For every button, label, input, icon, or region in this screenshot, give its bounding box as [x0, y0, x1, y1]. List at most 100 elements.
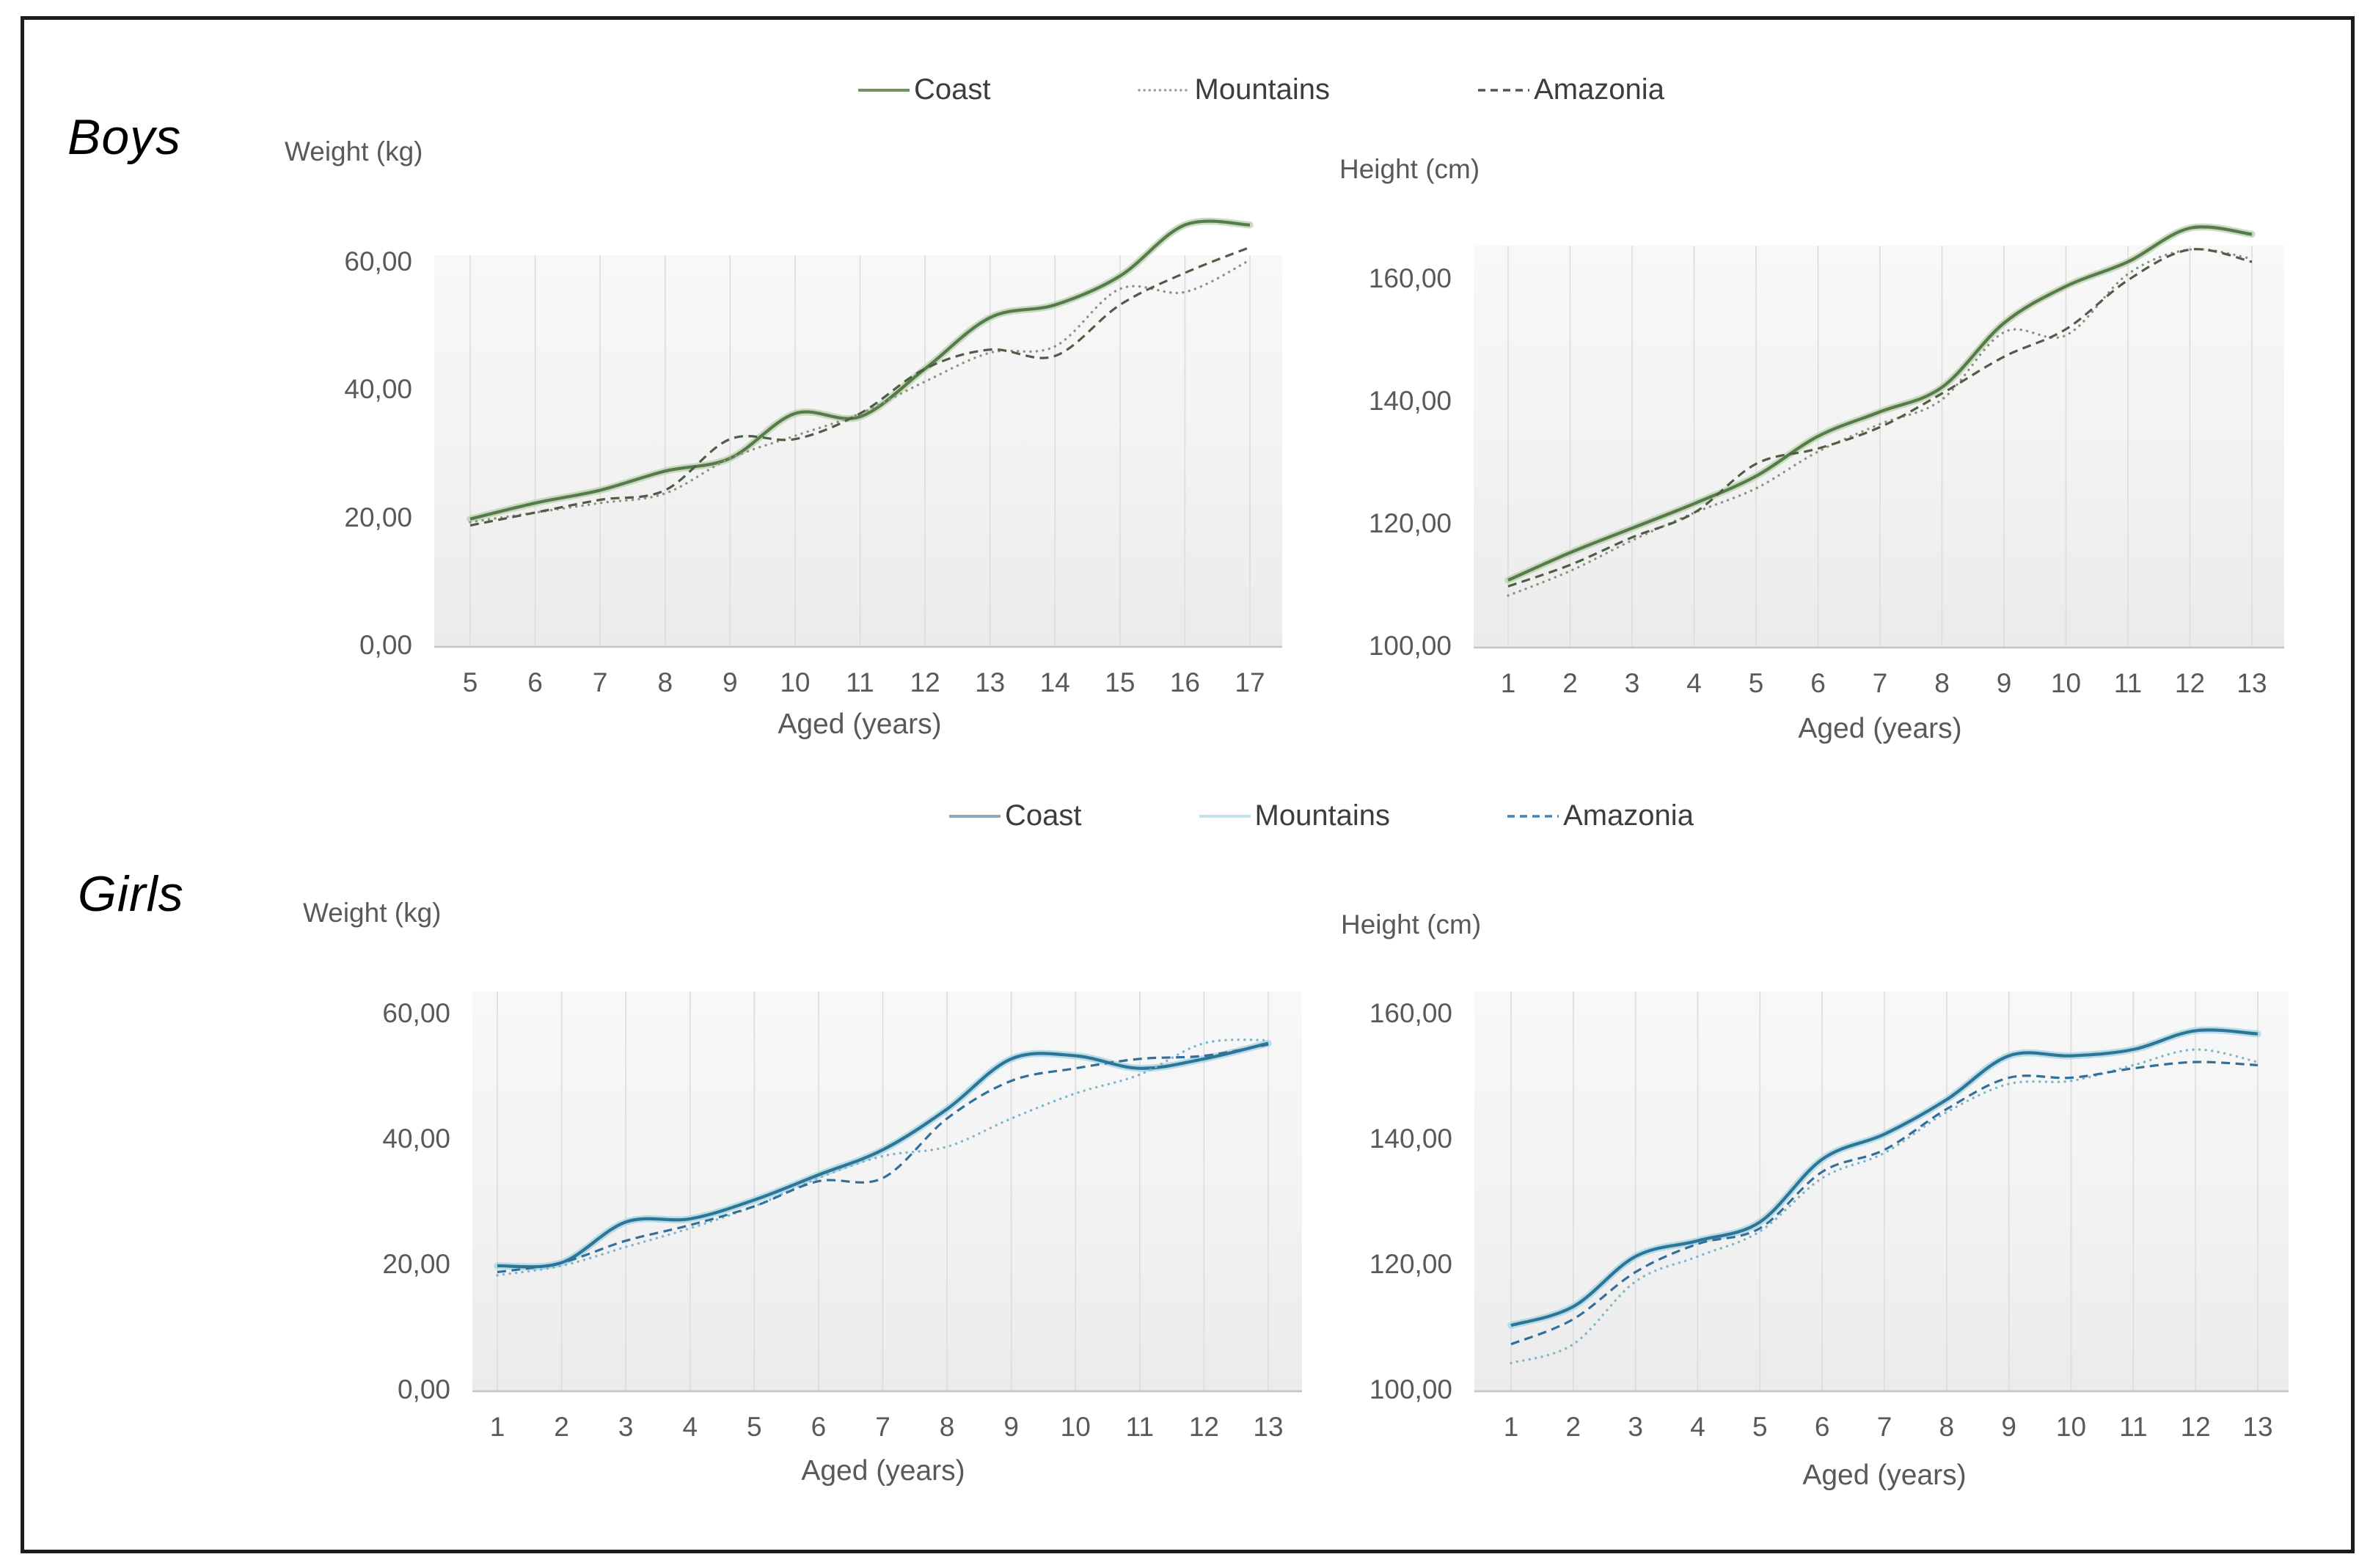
series-line-girls-weight-coast [497, 1041, 1269, 1269]
chart-girls-height [1474, 992, 2289, 1393]
x-tick-label-boys-height: 8 [1934, 668, 1950, 698]
y-tick-label-girls-height: 160,00 [1369, 998, 1452, 1028]
series-line-girls-height-mountains [1510, 1048, 2259, 1365]
x-tick-label-girls-height: 12 [2180, 1412, 2211, 1442]
legend-item-coast: Coast [857, 73, 991, 106]
x-tick-label-girls-weight: 10 [1060, 1412, 1091, 1442]
x-tick-label-girls-height: 6 [1814, 1412, 1830, 1442]
x-tick-label-girls-weight: 2 [554, 1412, 569, 1442]
y-tick-label-boys-height: 120,00 [1368, 508, 1452, 538]
legend-item-amazonia: Amazonia [1477, 73, 1664, 106]
series-line-boys-weight-amazonia [469, 246, 1251, 527]
legend-label: Amazonia [1534, 73, 1664, 106]
x-tick-label-boys-height: 6 [1810, 668, 1826, 698]
y-tick-label-boys-height: 140,00 [1368, 386, 1452, 416]
x-tick-label-girls-height: 1 [1503, 1412, 1519, 1442]
x-tick-label-boys-height: 1 [1500, 668, 1516, 698]
y-tick-label-girls-weight: 60,00 [382, 998, 450, 1028]
legend-swatch-dotted [1199, 814, 1251, 818]
series-line-boys-weight-mountains [469, 258, 1251, 524]
chart-girls-weight [472, 992, 1302, 1393]
y-tick-label-boys-weight: 0,00 [359, 630, 412, 660]
x-tick-label-girls-height: 2 [1565, 1412, 1581, 1442]
x-tick-label-boys-weight: 13 [975, 667, 1006, 697]
x-tick-label-boys-weight: 14 [1039, 667, 1070, 697]
x-axis-label-boys-weight: Aged (years) [778, 708, 942, 740]
x-tick-label-boys-weight: 9 [723, 667, 738, 697]
legend-swatch-dashed [1478, 88, 1530, 92]
x-tick-label-girls-weight: 3 [618, 1412, 634, 1442]
x-tick-label-girls-weight: 8 [939, 1412, 955, 1442]
series-line-girls-weight-amazonia [497, 1043, 1269, 1274]
y-tick-label-boys-height: 100,00 [1368, 631, 1452, 661]
x-tick-label-boys-height: 10 [2050, 668, 2082, 698]
x-tick-label-boys-weight: 6 [527, 667, 543, 697]
chart-boys-height [1474, 223, 2284, 649]
section-label-boys: Boys [67, 109, 182, 165]
legend-swatch-solid [949, 814, 1001, 818]
x-tick-label-boys-height: 11 [2113, 668, 2143, 698]
x-tick-label-girls-weight: 9 [1003, 1412, 1019, 1442]
legend-item-mountains: Mountains [1137, 73, 1330, 106]
legend-label: Coast [914, 73, 991, 106]
y-tick-label-boys-weight: 20,00 [344, 502, 412, 532]
x-tick-label-girls-height: 4 [1690, 1412, 1705, 1442]
legend-item-mountains: Mountains [1198, 799, 1391, 832]
series-line-girls-height-amazonia [1510, 1060, 2259, 1346]
series-line-boys-height-amazonia [1507, 248, 2253, 588]
x-tick-label-girls-height: 13 [2242, 1412, 2273, 1442]
section-label-girls: Girls [78, 866, 184, 922]
x-tick-label-boys-weight: 12 [910, 667, 940, 697]
chart-boys-weight [434, 217, 1282, 648]
legend-label: Mountains [1254, 799, 1391, 832]
x-tick-label-boys-height: 9 [1996, 668, 2012, 698]
x-tick-label-girls-weight: 1 [489, 1412, 505, 1442]
legend-label: Amazonia [1563, 799, 1694, 832]
x-tick-label-girls-height: 8 [1939, 1412, 1955, 1442]
y-tick-label-girls-weight: 0,00 [397, 1374, 450, 1404]
y-tick-label-girls-weight: 20,00 [382, 1249, 450, 1279]
chart-title-boys-height: Height (cm) [1339, 154, 1480, 184]
chart-title-girls-weight: Weight (kg) [303, 898, 442, 928]
x-tick-label-boys-height: 7 [1872, 668, 1888, 698]
legend-swatch-solid [858, 88, 910, 92]
y-tick-label-boys-height: 160,00 [1368, 263, 1452, 293]
y-tick-label-girls-weight: 40,00 [382, 1124, 450, 1154]
legend-label: Coast [1005, 799, 1082, 832]
legend-swatch-dotted [1137, 88, 1192, 92]
x-tick-label-girls-weight: 4 [682, 1412, 698, 1442]
x-tick-label-boys-weight: 8 [657, 667, 673, 697]
series-line-girls-height-coast [1510, 1028, 2259, 1327]
y-tick-label-boys-weight: 40,00 [344, 374, 412, 405]
y-tick-label-boys-weight: 60,00 [344, 246, 412, 276]
x-axis-label-girls-weight: Aged (years) [801, 1455, 965, 1487]
x-tick-label-girls-height: 11 [2119, 1412, 2148, 1442]
chart-title-girls-height: Height (cm) [1341, 909, 1482, 939]
x-tick-label-boys-weight: 10 [780, 667, 811, 697]
x-tick-label-girls-weight: 13 [1253, 1412, 1284, 1442]
x-tick-label-girls-weight: 7 [875, 1412, 890, 1442]
x-tick-label-girls-weight: 5 [747, 1412, 762, 1442]
x-tick-label-boys-height: 2 [1562, 668, 1578, 698]
x-tick-label-boys-weight: 17 [1235, 667, 1265, 697]
y-tick-label-girls-height: 100,00 [1369, 1374, 1452, 1404]
x-tick-label-girls-height: 5 [1752, 1412, 1768, 1442]
x-axis-label-girls-height: Aged (years) [1802, 1459, 1967, 1491]
x-tick-label-boys-height: 4 [1686, 668, 1702, 698]
x-tick-label-boys-height: 5 [1748, 668, 1764, 698]
legend-item-amazonia: Amazonia [1506, 799, 1694, 832]
series-line-boys-height-mountains [1507, 248, 2253, 597]
legend-boys: Coast Mountains Amazonia [857, 73, 1664, 106]
chart-title-boys-weight: Weight (kg) [285, 136, 423, 166]
x-tick-label-girls-height: 7 [1876, 1412, 1892, 1442]
x-tick-label-boys-weight: 16 [1169, 667, 1200, 697]
x-tick-label-girls-weight: 6 [811, 1412, 827, 1442]
x-tick-label-boys-height: 13 [2236, 668, 2267, 698]
x-tick-label-girls-weight: 12 [1188, 1412, 1219, 1442]
x-tick-label-girls-height: 9 [2001, 1412, 2016, 1442]
x-tick-label-girls-height: 3 [1628, 1412, 1643, 1442]
x-tick-label-boys-weight: 15 [1105, 667, 1135, 697]
y-tick-label-girls-height: 120,00 [1369, 1249, 1452, 1279]
x-tick-label-boys-weight: 7 [592, 667, 608, 697]
